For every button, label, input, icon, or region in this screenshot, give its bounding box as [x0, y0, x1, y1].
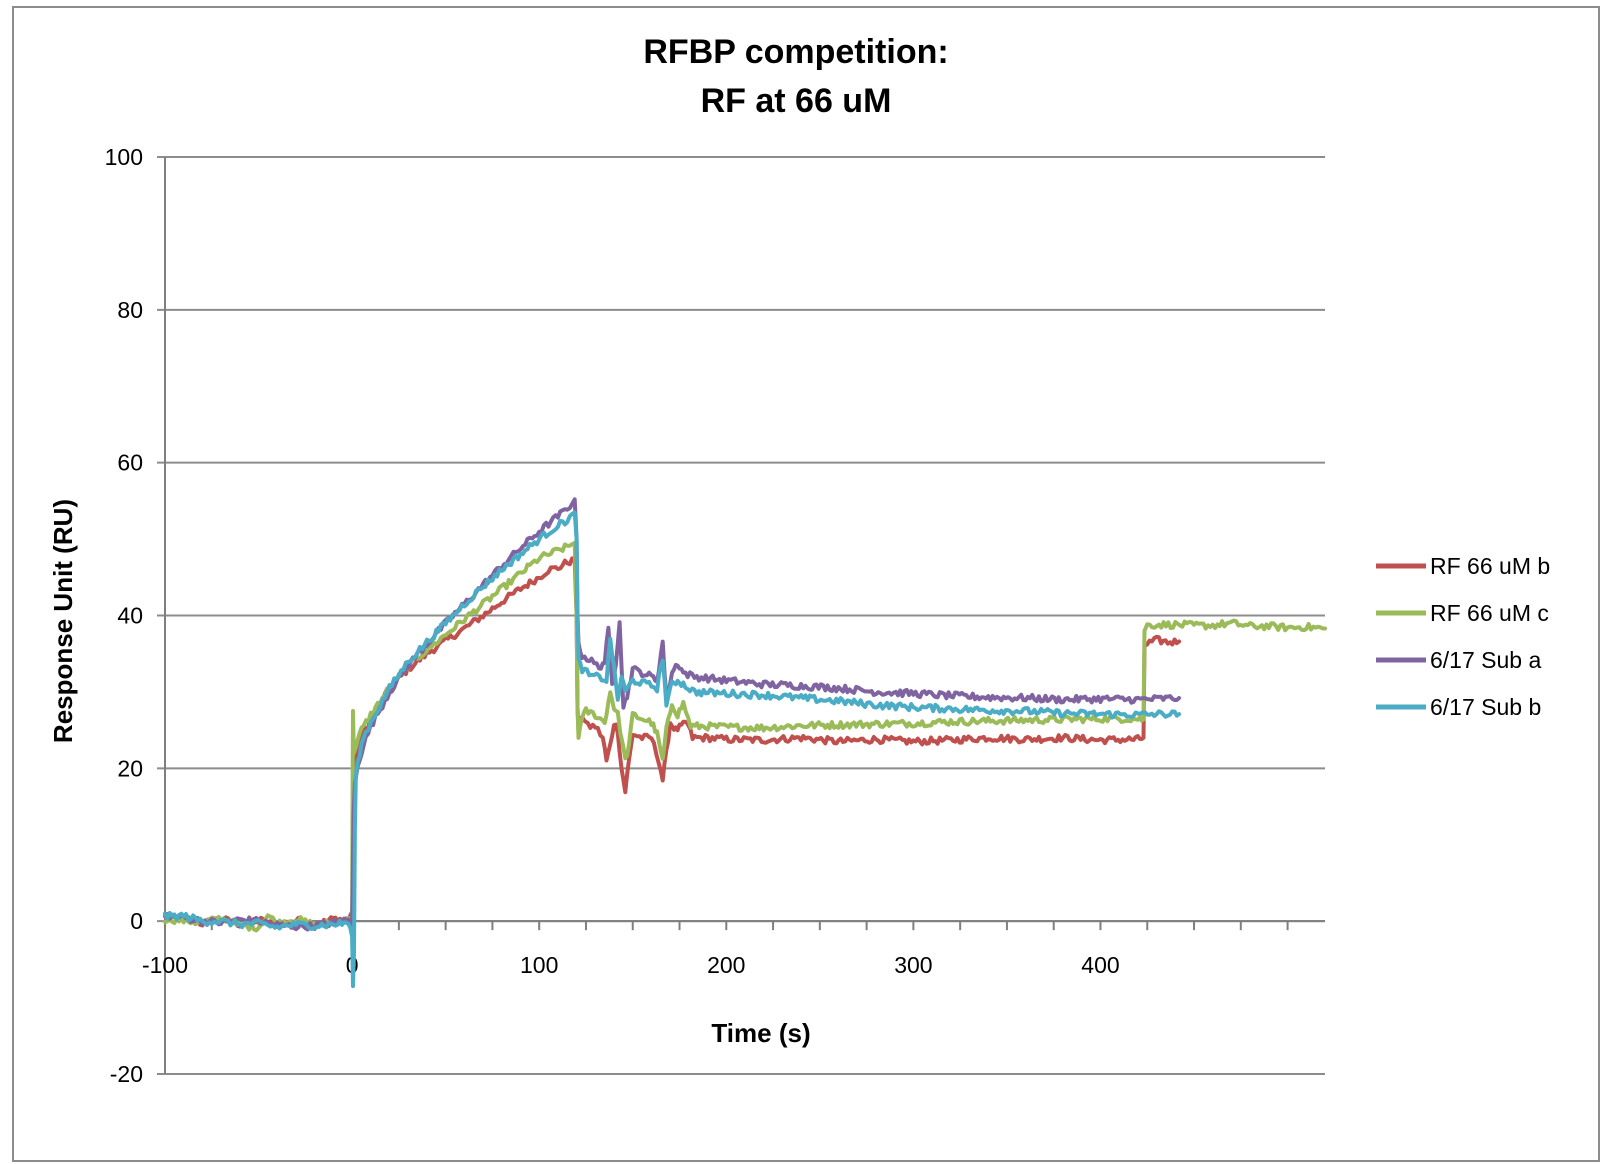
chart-frame: -100 0 100 200 300 400 -20 0 20 40 60 80 100 RFBP c… [12, 6, 1600, 1162]
y-tick-label: 40 [117, 603, 143, 629]
x-axis-title: Time (s) [711, 1018, 810, 1048]
legend: RF 66 uM b RF 66 uM c 6/17 Sub a 6/17 Sub b [1376, 553, 1550, 720]
grid-lines [157, 156, 1325, 1075]
line-chart: -100 0 100 200 300 400 -20 0 20 40 60 80 100 RFBP c… [48, 33, 1550, 1087]
y-tick-label: 80 [117, 297, 143, 323]
y-axis-title: Response Unit (RU) [48, 499, 78, 743]
series-line-1 [163, 556, 1182, 930]
legend-label: RF 66 uM c [1430, 600, 1549, 626]
y-tick-label: 0 [130, 908, 143, 934]
x-tick-label: 400 [1081, 952, 1119, 978]
chart-title-line-2: RF at 66 uM [701, 82, 892, 120]
y-tick-label: 60 [117, 450, 143, 476]
x-tick-label: 100 [520, 952, 558, 978]
x-tick-label: 200 [707, 952, 745, 978]
legend-label: 6/17 Sub a [1430, 647, 1541, 673]
y-tick-label: -20 [110, 1061, 143, 1087]
y-tick-label: 100 [105, 144, 143, 170]
y-tick-label: 20 [117, 755, 143, 781]
series-line-4 [163, 510, 1182, 989]
data-series [163, 497, 1327, 989]
series-line-3 [163, 497, 1182, 932]
legend-label: 6/17 Sub b [1430, 694, 1541, 720]
x-tick-label: -100 [142, 952, 188, 978]
series-line-2 [163, 540, 1327, 933]
x-tick-label: 300 [894, 952, 932, 978]
y-ticks: -20 0 20 40 60 80 100 [105, 144, 143, 1087]
chart-title-line-1: RFBP competition: [643, 33, 948, 71]
legend-label: RF 66 uM b [1430, 553, 1550, 579]
